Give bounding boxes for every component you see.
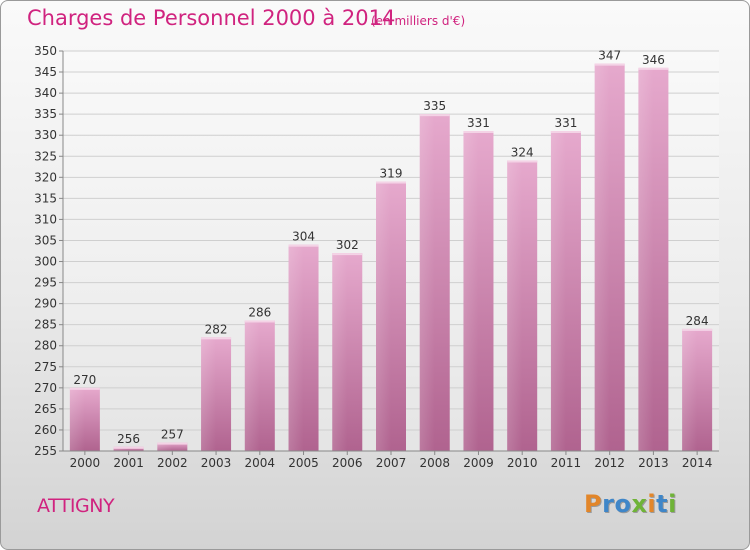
bar-top-edge [507, 160, 538, 163]
data-label: 256 [117, 432, 140, 446]
logo-letter: x [631, 490, 648, 518]
x-tick-label: 2000 [70, 456, 101, 470]
y-tick-label: 305 [34, 233, 57, 247]
bar [113, 446, 144, 451]
chart-title: Charges de Personnel 2000 à 2014 [27, 6, 396, 30]
data-label: 284 [686, 314, 709, 328]
y-tick-label: 340 [34, 86, 57, 100]
bar-highlight [157, 442, 173, 451]
y-tick-label: 345 [34, 65, 57, 79]
bar-top-edge [113, 446, 144, 449]
commune-name: ATTIGNY [37, 495, 115, 517]
x-tick-label: 2002 [157, 456, 188, 470]
y-tick-label: 280 [34, 339, 57, 353]
bar-top-edge [157, 442, 188, 445]
data-label: 319 [380, 167, 403, 181]
x-tick-label: 2011 [551, 456, 582, 470]
logo-letter: i [668, 490, 677, 518]
x-tick-label: 2012 [594, 456, 625, 470]
x-tick-label: 2010 [507, 456, 538, 470]
x-tick-label: 2001 [113, 456, 144, 470]
y-tick-label: 315 [34, 191, 57, 205]
x-tick-label: 2003 [201, 456, 232, 470]
bar-highlight [376, 181, 391, 452]
proxiti-logo: Proxiti [584, 490, 677, 518]
x-tick-label: 2005 [288, 456, 319, 470]
bar-highlight [69, 387, 85, 451]
bar-highlight [638, 67, 654, 451]
bar-highlight [463, 131, 479, 451]
logo-letter: o [614, 490, 632, 518]
y-tick-label: 270 [34, 381, 57, 395]
y-tick-label: 295 [34, 276, 57, 290]
x-tick-label: 2004 [245, 456, 276, 470]
x-tick-label: 2007 [376, 456, 407, 470]
data-label: 302 [336, 238, 359, 252]
bar-highlight [332, 253, 348, 451]
y-tick-label: 265 [34, 402, 57, 416]
data-label: 346 [642, 53, 665, 67]
bar-highlight [113, 446, 129, 451]
bar-top-edge [463, 131, 494, 133]
y-tick-label: 330 [34, 128, 57, 142]
logo-letter: P [584, 490, 603, 518]
bar-highlight [550, 131, 566, 451]
x-tick-label: 2014 [682, 456, 713, 470]
bar-top-edge [332, 253, 363, 256]
y-tick-label: 300 [34, 255, 57, 269]
x-tick-label: 2008 [419, 456, 450, 470]
bar-highlight [594, 63, 610, 451]
y-tick-label: 310 [34, 212, 57, 226]
data-label: 347 [598, 49, 621, 63]
y-tick-label: 320 [34, 170, 57, 184]
data-label: 331 [554, 116, 577, 130]
data-labels: 270 256 257 282 286 304 302 319 335 331 324 331 347 3… [73, 49, 708, 446]
bar-highlight [419, 114, 435, 451]
bar-top-edge [288, 244, 319, 247]
bar-highlight [682, 328, 698, 451]
data-label: 335 [423, 99, 446, 113]
bars [69, 63, 713, 452]
bar-highlight [507, 160, 523, 451]
bar-highlight [288, 244, 304, 451]
y-tick-label: 335 [34, 107, 57, 121]
x-tick-label: 2009 [463, 456, 494, 470]
x-axis: 2000 2001 2002 2003 2004 2005 2006 2007 2008 2009… [63, 450, 719, 470]
data-label: 286 [248, 305, 271, 319]
bar-top-edge [201, 337, 232, 340]
bar-top-edge [594, 63, 625, 66]
data-label: 304 [292, 230, 315, 244]
y-tick-label: 275 [34, 360, 57, 374]
data-label: 257 [161, 428, 184, 442]
y-tick-label: 260 [34, 423, 57, 437]
bar-top-edge [69, 387, 100, 390]
bar-highlight [201, 337, 217, 451]
x-tick-label: 2006 [332, 456, 363, 470]
bar-highlight [244, 320, 260, 451]
x-tick-label: 2013 [638, 456, 669, 470]
y-tick-label: 285 [34, 318, 57, 332]
bar-top-edge [638, 67, 669, 70]
data-label: 282 [205, 322, 228, 336]
bar-top-edge [682, 328, 713, 331]
y-axis: 255 260 265 270 275 280 285 290 295 300 305 310 315 3… [34, 44, 64, 458]
bar-top-edge [376, 181, 406, 184]
logo-letter: r [602, 490, 615, 518]
logo-letter: t [656, 490, 669, 518]
logo-letter: i [647, 490, 657, 518]
y-tick-label: 255 [34, 444, 57, 458]
bar-top-edge [244, 320, 275, 323]
data-label: 324 [511, 145, 534, 159]
bar-top-edge [550, 131, 581, 133]
chart-subtitle: (en milliers d'€) [371, 14, 466, 28]
data-label: 270 [73, 373, 96, 387]
y-tick-label: 325 [34, 149, 57, 163]
bar-top-edge [419, 114, 450, 117]
y-tick-label: 290 [34, 297, 57, 311]
y-tick-label: 350 [34, 44, 57, 58]
data-label: 331 [467, 116, 490, 130]
